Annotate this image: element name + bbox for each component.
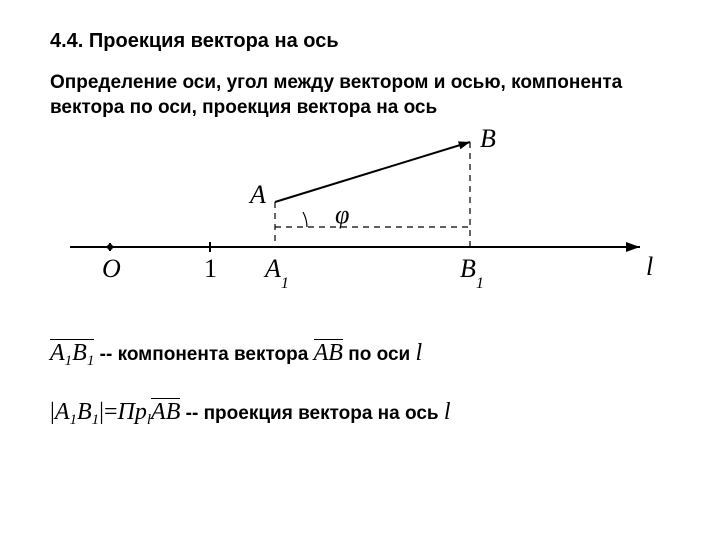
p-ABb: B [166,399,181,425]
label-B1-main: B [460,254,476,283]
t-B1: B [72,340,87,366]
p-ABa: A [151,399,166,425]
label-A1: A1 [265,254,289,288]
vector-projection-diagram: B A φ O 1 A1 B1 l [50,132,670,302]
component-line: A1B1 -- компонента вектора AB по оси l [50,327,670,380]
projection-line: |A1B1|=ПрlAB -- проекция вектора на ось … [50,386,670,439]
p-A1s: 1 [69,412,77,428]
p-B: B [77,399,92,425]
abs-close: |= [99,399,117,425]
A1B1-overline: A1B1 [50,339,94,369]
t-ABa: A [314,340,329,366]
t-A1: A [50,340,65,366]
sub-description: Определение оси, угол между вектором и о… [50,71,670,120]
label-l: l [646,252,653,282]
label-O: O [102,254,121,284]
label-A1-sub: 1 [281,275,289,292]
l-symbol-2: l [444,399,451,425]
label-phi: φ [335,200,349,230]
text-component: компонента вектора [118,344,314,365]
t-ABb: B [328,340,343,366]
label-B1: B1 [460,254,484,288]
dash2: -- [186,403,204,424]
t-B1s: 1 [87,353,95,369]
label-A: A [250,180,266,210]
AB-overline: AB [314,339,343,365]
label-A1-main: A [265,254,281,283]
dash1: -- [100,344,118,365]
label-unit: 1 [204,254,217,284]
page-heading: 4.4. Проекция вектора на ось [50,30,670,53]
AB-overline-2: AB [151,398,180,424]
Pr-symbol: Пр [118,399,147,425]
text-projection: проекция вектора на ось [204,403,444,424]
label-B1-sub: 1 [476,275,484,292]
l-symbol-1: l [415,340,422,366]
p-A: A [55,399,70,425]
diagram-svg [50,132,670,302]
text-axis: по оси [348,344,415,365]
definition-lines: A1B1 -- компонента вектора AB по оси l |… [50,327,670,439]
label-B: B [480,124,496,154]
